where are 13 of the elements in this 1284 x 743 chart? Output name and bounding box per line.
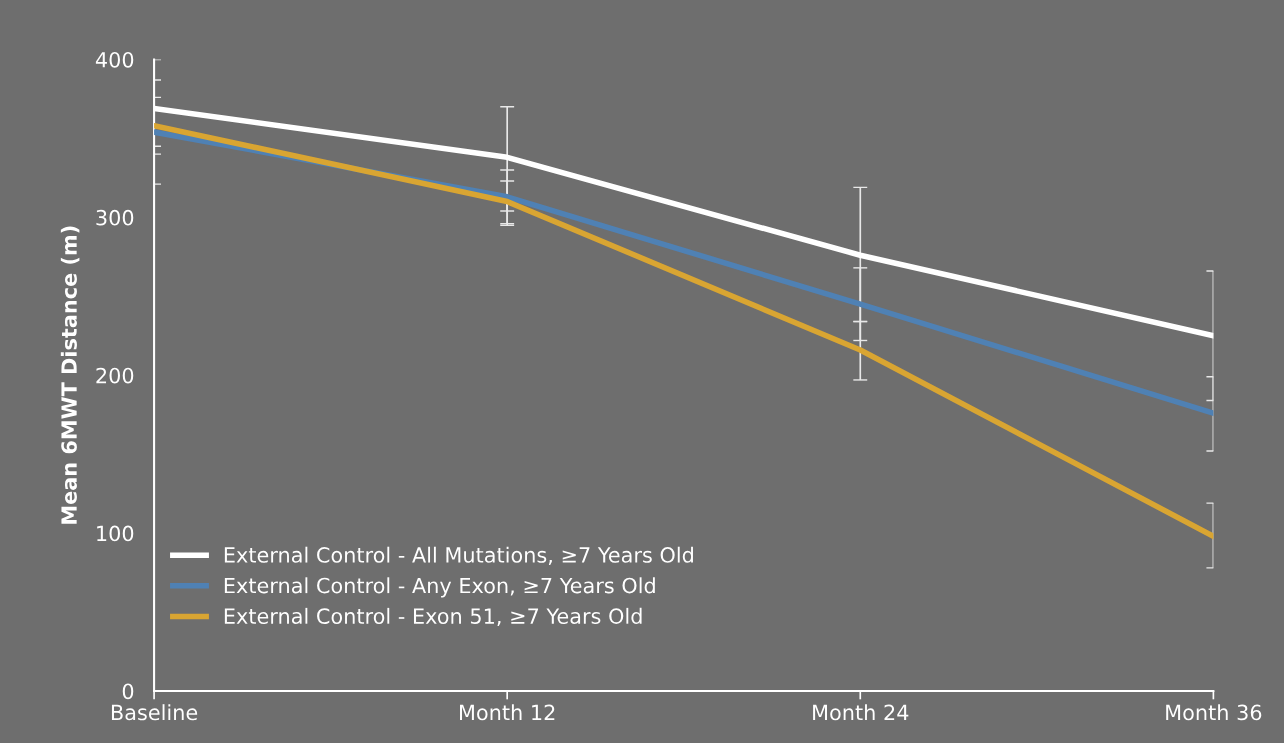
y-tick-label: 300	[96, 209, 134, 226]
x-tick-label: Month 36	[1166, 704, 1262, 721]
x-tick-label: Month 12	[460, 704, 555, 721]
y-tick-label: 200	[96, 367, 134, 384]
legend-label: External Control - Exon 51, ≥7 Years Old	[224, 607, 642, 627]
x-tick-label: Month 24	[813, 704, 909, 721]
legend-label: External Control - All Mutations, ≥7 Years Old	[224, 546, 693, 565]
x-tick-label: Baseline	[111, 704, 198, 721]
y-tick-label: 400	[95, 51, 134, 68]
y-tick-label: 0	[122, 683, 134, 700]
legend-label: External Control - Any Exon, ≥7 Years Old	[224, 577, 655, 598]
y-axis-title: Mean 6MWT Distance (m)	[60, 226, 80, 524]
y-tick-label: 100	[97, 525, 134, 542]
